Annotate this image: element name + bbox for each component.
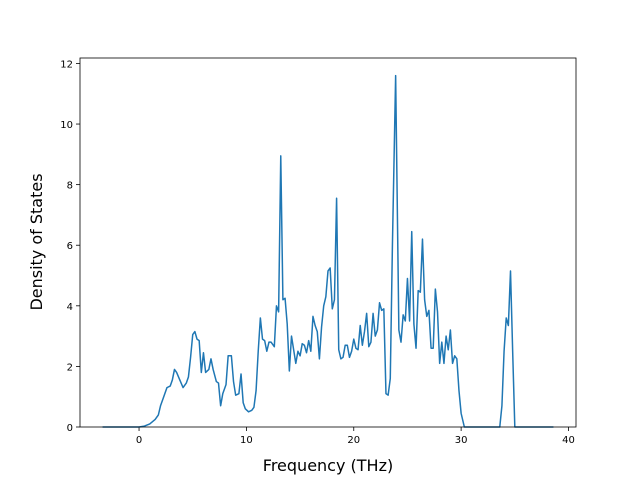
y-tick-label: 6 <box>67 241 73 252</box>
y-tick-label: 2 <box>67 362 73 373</box>
y-tick-label: 12 <box>60 59 73 70</box>
x-tick-label: 0 <box>136 435 142 446</box>
x-tick-label: 10 <box>240 435 253 446</box>
y-tick-label: 4 <box>67 302 73 313</box>
x-tick-label: 30 <box>455 435 468 446</box>
y-tick-label: 8 <box>67 181 73 192</box>
x-tick-label: 20 <box>347 435 360 446</box>
y-tick-label: 10 <box>60 120 73 131</box>
x-tick-label: 40 <box>562 435 575 446</box>
y-axis-label: Density of States <box>27 173 46 310</box>
y-tick-label: 0 <box>67 423 73 434</box>
x-axis-label: Frequency (THz) <box>263 456 393 475</box>
line-series <box>102 74 554 428</box>
plot-frame <box>79 57 577 428</box>
